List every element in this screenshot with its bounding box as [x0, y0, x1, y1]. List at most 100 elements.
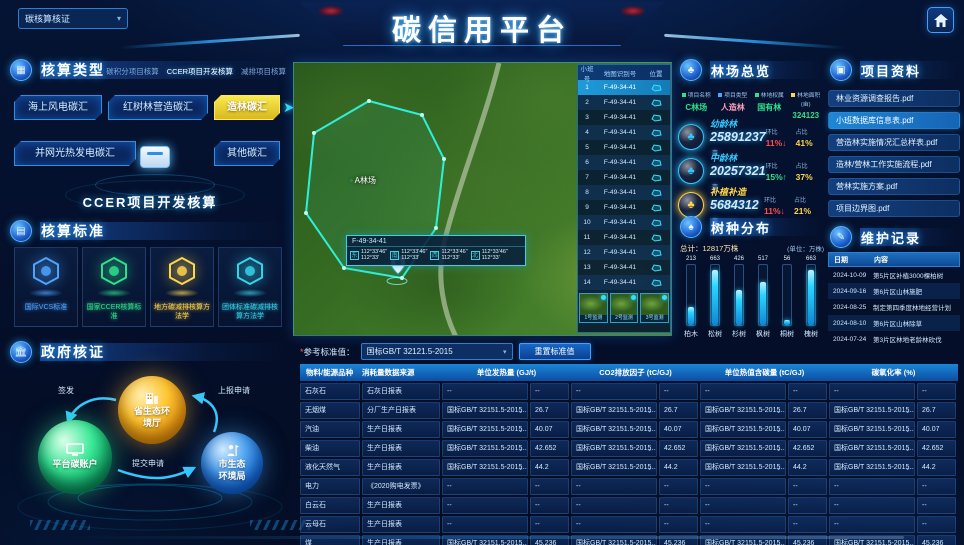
forest-age-badge-icon: ♣	[678, 192, 704, 218]
plot-row[interactable]: 11 F-49-34-41	[578, 230, 670, 245]
std-cell[interactable]: 国标GB/T 32151.5-2015...	[829, 459, 915, 476]
std-cell[interactable]: 国标GB/T 32151.5-2015...	[700, 535, 786, 545]
plot-row[interactable]: 10 F-49-34-41	[578, 215, 670, 230]
plot-row[interactable]: 3 F-49-34-41	[578, 110, 670, 125]
standard-card[interactable]: 团体标准碳减排核算方法学	[218, 247, 282, 327]
link-ccer-project[interactable]: CCER项目开发核算	[166, 67, 233, 76]
plot-shape-icon	[644, 263, 668, 272]
monitor-thumbnail[interactable]: 3号监测	[640, 293, 670, 323]
gov-arrow-report: 上报申请	[218, 386, 250, 395]
standard-card[interactable]: 国家CCER核算标准	[82, 247, 146, 327]
value-cell: --	[917, 497, 956, 514]
std-cell[interactable]: 国标GB/T 32151.5-2015...	[442, 535, 528, 545]
plot-row[interactable]: 4 F-49-34-41	[578, 125, 670, 140]
std-cell: --	[442, 516, 528, 533]
mode-select[interactable]: 碳核算核证 ▾	[18, 8, 128, 29]
accounting-links: 碳积分项目核算 CCER项目开发核算 减排项目核算	[106, 66, 286, 77]
red-accent-right	[620, 6, 646, 16]
plot-row[interactable]: 12 F-49-34-41	[578, 245, 670, 260]
value-cell: --	[530, 516, 569, 533]
plot-row[interactable]: 6 F-49-34-41	[578, 155, 670, 170]
doc-item[interactable]: 项目边界图.pdf	[828, 200, 960, 217]
std-cell[interactable]: 国标GB/T 32151.5-2015...	[571, 535, 657, 545]
type-button-mangrove[interactable]: 红树林营造碳汇	[108, 95, 208, 120]
reset-standard-button[interactable]: 重置标准值	[518, 343, 591, 360]
link-reduction-project[interactable]: 减排项目核算	[241, 67, 286, 76]
plot-row[interactable]: 8 F-49-34-41	[578, 185, 670, 200]
hexagon-badge-icon	[169, 256, 195, 286]
standard-card[interactable]: 地方碳减排核算方法学	[150, 247, 214, 327]
plot-code: F-49-34-41	[603, 144, 637, 151]
coord-cell: 西 112°33'46" 112°33'	[430, 249, 468, 262]
stat-hb: 环比 11%↓	[764, 195, 794, 216]
source-cell: 分厂生产日报表	[362, 402, 440, 419]
maintenance-title: 维护记录	[861, 230, 922, 246]
farm-meta: 项目名称 C林场 项目类型 人造林 林地权属 国有林 林地面积 (亩) 3241…	[678, 90, 824, 120]
stat-name: 幼龄林	[710, 118, 738, 129]
type-button-afforestation[interactable]: 造林碳汇	[214, 95, 280, 120]
monitor-thumbnail[interactable]: 1号监测	[579, 293, 608, 323]
maintenance-row: 2024-07-24 第3片区林地老龄林砍伐	[828, 331, 960, 347]
ref-standard-value: 国标GB/T 32121.5-2015	[366, 347, 453, 356]
std-cell[interactable]: 国标GB/T 32151.5-2015...	[700, 421, 786, 438]
plot-row[interactable]: 1 F-49-34-41	[578, 80, 670, 95]
value-cell: 44.2	[659, 459, 698, 476]
std-cell[interactable]: 国标GB/T 32151.5-2015...	[829, 440, 915, 457]
plot-row[interactable]: 7 F-49-34-41	[578, 170, 670, 185]
std-cell: --	[829, 383, 915, 400]
stat-main: 幼龄林 25891237亩	[710, 117, 766, 158]
std-cell[interactable]: 国标GB/T 32151.5-2015...	[442, 421, 528, 438]
plot-shape-icon	[644, 83, 668, 92]
doc-item[interactable]: 营造林实施情况汇总样表.pdf	[828, 134, 960, 151]
plot-row[interactable]: 5 F-49-34-41	[578, 140, 670, 155]
std-cell[interactable]: 国标GB/T 32151.5-2015...	[700, 459, 786, 476]
std-cell[interactable]: 国标GB/T 32151.5-2015...	[700, 402, 786, 419]
plot-row[interactable]: 2 F-49-34-41	[578, 95, 670, 110]
source-cell: 生产日报表	[362, 535, 440, 545]
plot-rows: 1 F-49-34-41 2 F-49-34-41 3 F-	[578, 80, 670, 290]
std-cell[interactable]: 国标GB/T 32151.5-2015...	[442, 440, 528, 457]
standard-card-label: 地方碳减排核算方法学	[154, 304, 210, 321]
plot-row[interactable]: 14 F-49-34-41	[578, 275, 670, 290]
std-cell: --	[700, 497, 786, 514]
maintenance-date: 2024-07-24	[833, 335, 867, 343]
plot-no: 14	[583, 279, 591, 286]
std-cell[interactable]: 国标GB/T 32151.5-2015...	[442, 459, 528, 476]
material-cell: 汽油	[300, 421, 360, 438]
std-cell[interactable]: 国标GB/T 32151.5-2015...	[442, 402, 528, 419]
stat-zb-value: 21%	[794, 205, 812, 216]
std-cell[interactable]: 国标GB/T 32151.5-2015...	[829, 535, 915, 545]
type-button-offshore-wind[interactable]: 海上风电碳汇	[14, 95, 102, 120]
plot-row[interactable]: 9 F-49-34-41	[578, 200, 670, 215]
coord-values: 112°33'46" 112°33'	[481, 249, 508, 262]
title-banner	[300, 2, 664, 46]
std-cell[interactable]: 国标GB/T 32151.5-2015...	[829, 402, 915, 419]
plot-row[interactable]: 13 F-49-34-41	[578, 260, 670, 275]
link-credit-project[interactable]: 碳积分项目核算	[106, 67, 159, 76]
plot-shape-icon	[644, 248, 668, 257]
home-button[interactable]	[927, 7, 954, 33]
stat-zb-value: 37%	[795, 171, 813, 182]
type-button-solar-thermal[interactable]: 并网光热发电碳汇	[14, 141, 136, 166]
doc-item[interactable]: 营林实施方案.pdf	[828, 178, 960, 195]
std-cell[interactable]: 国标GB/T 32151.5-2015...	[829, 421, 915, 438]
std-cell[interactable]: 国标GB/T 32151.5-2015...	[571, 402, 657, 419]
monitor-thumbnail[interactable]: 2号监测	[609, 293, 639, 323]
section-header-bar	[40, 61, 288, 79]
doc-item[interactable]: 小班数据库信息表.pdf	[828, 112, 960, 129]
doc-item[interactable]: 造林/营林工作实施流程.pdf	[828, 156, 960, 173]
col-heat-value: 单位发热量 (GJ/t)	[476, 368, 537, 377]
plot-list-header: 小班号 地图识别号 位置	[578, 65, 670, 83]
std-cell[interactable]: 国标GB/T 32151.5-2015...	[571, 459, 657, 476]
doc-item[interactable]: 林业资源调查报告.pdf	[828, 90, 960, 107]
value-cell: 26.7	[659, 402, 698, 419]
standard-card[interactable]: 国际VCS标准	[14, 247, 78, 327]
std-cell[interactable]: 国标GB/T 32151.5-2015...	[571, 440, 657, 457]
std-cell[interactable]: 国标GB/T 32151.5-2015...	[571, 421, 657, 438]
std-cell[interactable]: 国标GB/T 32151.5-2015...	[700, 440, 786, 457]
bar-track	[806, 264, 816, 326]
type-button-other[interactable]: 其他碳汇	[214, 141, 280, 166]
meta-value: 国有林	[757, 103, 782, 112]
ref-standard-select[interactable]: 国标GB/T 32121.5-2015 ▾	[360, 343, 513, 360]
plot-code: F-49-34-41	[603, 234, 637, 241]
